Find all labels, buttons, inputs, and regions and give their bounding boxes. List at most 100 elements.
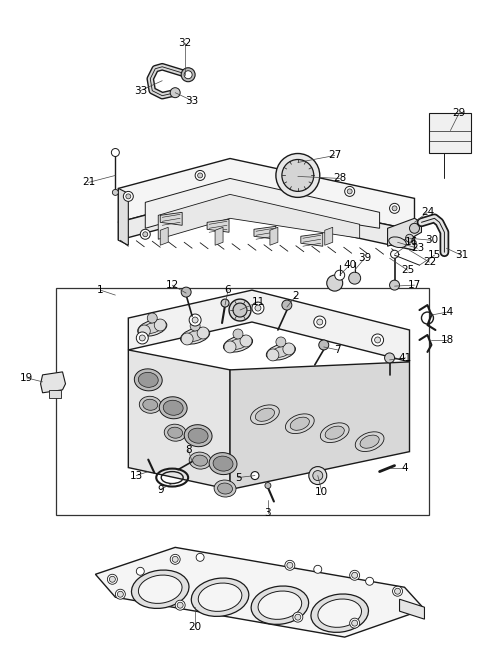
Circle shape <box>255 305 261 311</box>
Polygon shape <box>96 548 424 637</box>
Circle shape <box>390 203 399 214</box>
Circle shape <box>314 565 322 573</box>
Ellipse shape <box>360 435 379 448</box>
Circle shape <box>390 280 399 290</box>
Ellipse shape <box>184 424 212 447</box>
Circle shape <box>147 313 157 323</box>
Ellipse shape <box>290 417 310 430</box>
Ellipse shape <box>286 414 314 434</box>
Circle shape <box>391 250 398 258</box>
Ellipse shape <box>164 424 186 441</box>
Text: 33: 33 <box>133 86 147 96</box>
Text: 3: 3 <box>264 508 271 519</box>
Circle shape <box>196 553 204 561</box>
Text: 39: 39 <box>358 253 371 263</box>
Circle shape <box>138 325 150 337</box>
Circle shape <box>392 206 397 211</box>
Circle shape <box>251 472 259 479</box>
Text: 24: 24 <box>421 208 434 217</box>
Circle shape <box>287 563 293 569</box>
Ellipse shape <box>184 330 206 341</box>
Ellipse shape <box>320 423 349 443</box>
Circle shape <box>317 319 323 325</box>
Circle shape <box>181 287 191 297</box>
Circle shape <box>345 187 355 196</box>
Ellipse shape <box>209 453 237 475</box>
Circle shape <box>139 335 145 341</box>
Circle shape <box>393 586 403 596</box>
Text: 9: 9 <box>157 485 164 495</box>
Circle shape <box>285 560 295 571</box>
Circle shape <box>136 332 148 344</box>
Ellipse shape <box>251 586 309 624</box>
Ellipse shape <box>189 452 211 469</box>
Ellipse shape <box>138 372 158 387</box>
Polygon shape <box>119 193 415 250</box>
Circle shape <box>126 194 131 199</box>
Polygon shape <box>270 227 278 245</box>
Ellipse shape <box>217 483 232 494</box>
Text: 7: 7 <box>335 345 341 355</box>
Ellipse shape <box>270 346 291 358</box>
Circle shape <box>221 299 229 307</box>
Ellipse shape <box>355 432 384 451</box>
Polygon shape <box>215 227 223 245</box>
Text: 5: 5 <box>235 472 241 483</box>
Ellipse shape <box>192 578 249 616</box>
Circle shape <box>350 618 360 628</box>
Ellipse shape <box>192 455 207 466</box>
Text: 19: 19 <box>20 373 33 383</box>
Polygon shape <box>128 350 230 489</box>
Text: 25: 25 <box>401 265 414 275</box>
Text: 31: 31 <box>455 250 468 260</box>
Ellipse shape <box>142 322 163 333</box>
Circle shape <box>175 600 185 610</box>
Circle shape <box>276 153 320 197</box>
Ellipse shape <box>318 599 361 627</box>
Polygon shape <box>387 218 421 246</box>
Ellipse shape <box>214 480 236 497</box>
Circle shape <box>374 337 381 343</box>
Ellipse shape <box>180 328 210 344</box>
Ellipse shape <box>134 369 162 391</box>
Circle shape <box>189 314 201 326</box>
Circle shape <box>265 483 271 489</box>
Circle shape <box>348 272 360 284</box>
Text: 28: 28 <box>333 174 347 183</box>
Text: 15: 15 <box>428 250 441 260</box>
Polygon shape <box>145 178 380 229</box>
Ellipse shape <box>168 427 183 438</box>
Circle shape <box>198 173 203 178</box>
Circle shape <box>406 234 413 242</box>
Circle shape <box>384 353 395 363</box>
Ellipse shape <box>138 575 182 603</box>
Text: 29: 29 <box>453 107 466 118</box>
Text: 12: 12 <box>166 280 179 290</box>
Text: 14: 14 <box>441 307 454 317</box>
Circle shape <box>136 567 144 575</box>
Text: 22: 22 <box>423 257 436 267</box>
Circle shape <box>143 232 148 236</box>
Circle shape <box>229 299 251 321</box>
Circle shape <box>335 270 345 280</box>
Circle shape <box>195 170 205 180</box>
Ellipse shape <box>163 400 183 415</box>
Circle shape <box>283 343 295 355</box>
Text: 1: 1 <box>97 285 104 295</box>
Circle shape <box>267 349 279 361</box>
Ellipse shape <box>255 408 275 421</box>
Circle shape <box>197 327 209 339</box>
Ellipse shape <box>389 237 406 248</box>
Circle shape <box>293 612 303 622</box>
Text: 21: 21 <box>82 178 95 187</box>
Ellipse shape <box>159 397 187 419</box>
Text: 10: 10 <box>315 487 328 496</box>
Circle shape <box>327 275 343 291</box>
Circle shape <box>172 556 178 563</box>
Polygon shape <box>41 372 65 393</box>
Ellipse shape <box>223 336 252 352</box>
Ellipse shape <box>139 396 161 413</box>
Text: 2: 2 <box>292 291 299 301</box>
Circle shape <box>192 317 198 323</box>
Circle shape <box>111 149 120 157</box>
